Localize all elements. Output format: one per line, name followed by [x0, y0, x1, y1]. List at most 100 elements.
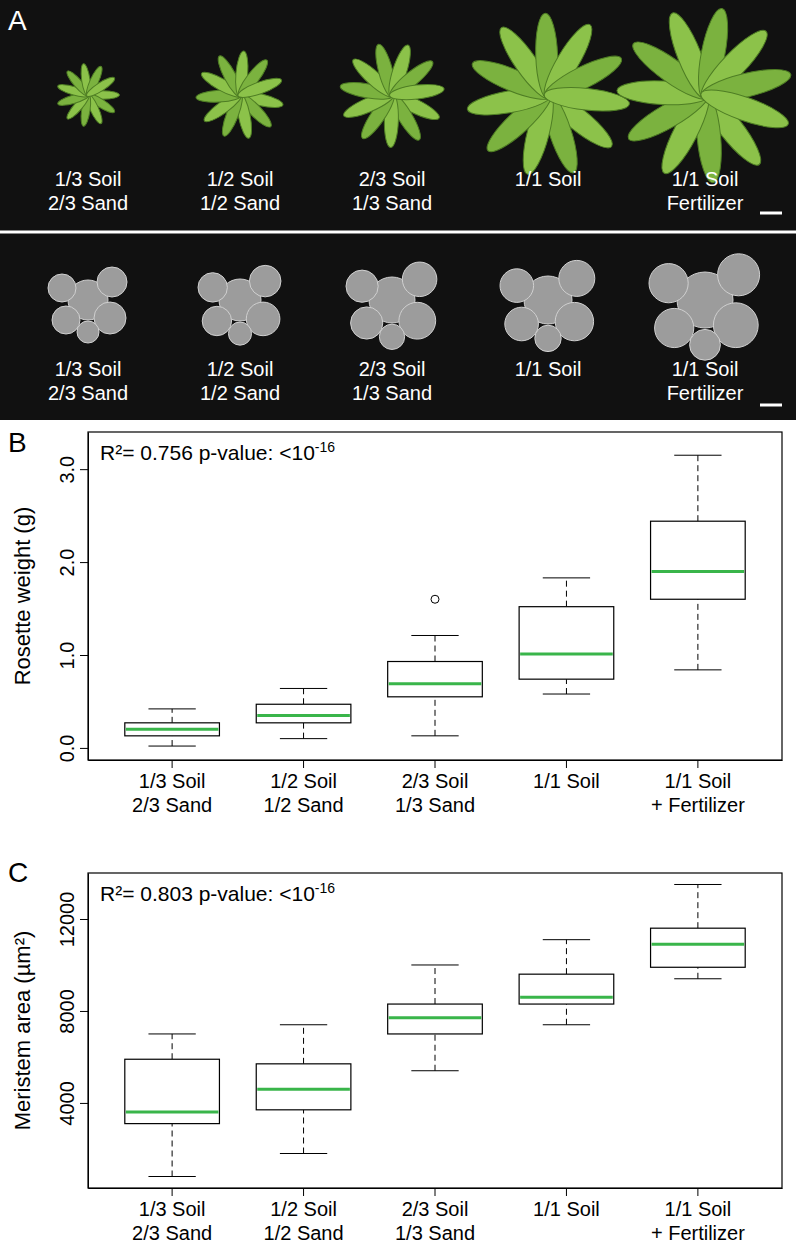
- primordium: [500, 269, 534, 303]
- scale-bar: [760, 404, 782, 407]
- text-line: 1/1 Soil: [665, 1198, 732, 1220]
- text-line: 1/2 Soil: [207, 358, 274, 380]
- primordium: [690, 329, 721, 360]
- y-tick: 3.0: [56, 456, 88, 484]
- median: [652, 570, 745, 573]
- caption: 1/1 SoilFertilizer: [667, 168, 744, 214]
- text-line: 1/3 Soil: [139, 1198, 206, 1220]
- plot-frame: [88, 432, 782, 760]
- primordium: [202, 306, 231, 335]
- meristem-illustration: [48, 267, 127, 343]
- whisker-lower: [172, 736, 173, 746]
- panel-label: B: [8, 427, 27, 458]
- y-tick-label: 2.0: [56, 549, 78, 577]
- text-line: 1/3 Soil: [55, 358, 122, 380]
- whisker-cap-lower: [543, 1024, 590, 1025]
- caption: 1/1 SoilFertilizer: [667, 358, 744, 404]
- annotation: R²= 0.803 p-value: <10-16: [100, 880, 335, 905]
- primordium: [402, 262, 437, 297]
- y-tick-mark: [80, 1011, 88, 1012]
- primordium: [97, 267, 127, 297]
- leaf: [697, 83, 792, 136]
- primordium: [249, 265, 281, 297]
- y-tick: 1.0: [56, 642, 88, 670]
- median: [257, 1088, 350, 1091]
- scale-bar: [760, 212, 782, 215]
- annotation: R²= 0.756 p-value: <10-16: [100, 439, 335, 464]
- rosette-illustration: [465, 13, 630, 177]
- x-tick-mark: [435, 760, 436, 768]
- annotation-text: R²= 0.756 p-value: <10: [100, 441, 315, 464]
- rosette-illustration: [196, 51, 285, 140]
- whisker-lower: [697, 967, 698, 978]
- caption: 1/1 Soil: [515, 358, 582, 380]
- box-panel: C40008000120001/3 Soil2/3 Sand1/2 Soil1/…: [8, 857, 783, 1244]
- box: [256, 1064, 351, 1110]
- primordium: [351, 307, 383, 339]
- y-tick: 4000: [56, 1081, 88, 1126]
- text-line: + Fertilizer: [651, 1222, 745, 1244]
- text-line: 2/3 Sand: [48, 382, 128, 404]
- text-line: 1/1 Soil: [665, 770, 732, 792]
- box: [651, 928, 746, 967]
- text-line: Fertilizer: [667, 192, 744, 214]
- primordium: [649, 264, 688, 303]
- whisker-cap-lower: [411, 1070, 458, 1071]
- y-tick-label: 3.0: [56, 456, 78, 484]
- x-tick-mark: [172, 760, 173, 768]
- leaf: [84, 74, 116, 99]
- median: [389, 1016, 482, 1019]
- caption: 2/3 Soil1/3 Sand: [352, 358, 432, 404]
- y-tick-label: 1.0: [56, 642, 78, 670]
- whisker-upper: [172, 1034, 173, 1059]
- x-tick-label: 1/3 Soil2/3 Sand: [132, 770, 212, 816]
- whisker-upper: [697, 455, 698, 521]
- median: [389, 682, 482, 685]
- box: [519, 607, 614, 679]
- whisker-lower: [303, 1110, 304, 1154]
- text-line: 1/3 Sand: [352, 192, 432, 214]
- text-line: + Fertilizer: [651, 794, 745, 816]
- x-tick-label: 1/1 Soil+ Fertilizer: [651, 1198, 745, 1244]
- row-separator: [0, 231, 796, 234]
- whisker-upper: [566, 578, 567, 607]
- whisker-cap-lower: [280, 1153, 327, 1154]
- whisker-cap-lower: [674, 669, 721, 670]
- primordium: [559, 260, 595, 296]
- x-tick-label: 1/2 Soil1/2 Sand: [264, 1198, 344, 1244]
- meristem-illustration: [346, 262, 437, 349]
- y-tick-mark: [80, 469, 88, 470]
- y-tick: 12000: [56, 892, 88, 948]
- x-tick-label: 2/3 Soil1/3 Sand: [395, 1198, 475, 1244]
- text-line: 1/1 Soil: [515, 168, 582, 190]
- median: [126, 728, 219, 731]
- whisker-lower: [566, 1004, 567, 1025]
- primordium: [52, 306, 80, 334]
- caption: 1/1 Soil: [515, 168, 582, 190]
- text-line: 2/3 Sand: [132, 1222, 212, 1244]
- y-tick-mark: [80, 562, 88, 563]
- annotation-text: R²= 0.803 p-value: <10: [100, 882, 315, 905]
- box: [651, 521, 746, 599]
- rosette-illustration: [57, 63, 120, 127]
- text-line: 2/3 Soil: [359, 168, 426, 190]
- x-tick: 1/1 Soil: [533, 1188, 600, 1220]
- whisker-lower: [435, 697, 436, 736]
- x-tick: 1/1 Soil+ Fertilizer: [651, 760, 745, 816]
- median: [126, 1111, 219, 1114]
- annotation-superscript: -16: [315, 880, 335, 896]
- box: [256, 704, 351, 723]
- y-tick-label: 12000: [56, 892, 78, 948]
- primordium: [48, 274, 76, 302]
- whisker-cap-lower: [543, 694, 590, 695]
- x-tick-mark: [697, 1188, 698, 1196]
- whisker-cap-lower: [148, 1176, 195, 1177]
- whisker-cap-upper: [674, 455, 721, 456]
- whisker-lower: [697, 599, 698, 670]
- meristem-illustration: [198, 265, 281, 345]
- panel-background: [0, 0, 796, 420]
- x-tick-label: 1/2 Soil1/2 Sand: [264, 770, 344, 816]
- box: [125, 1059, 220, 1123]
- x-tick: 1/3 Soil2/3 Sand: [132, 1188, 212, 1244]
- box-panel: B0.01.02.03.01/3 Soil2/3 Sand1/2 Soil1/2…: [8, 427, 783, 816]
